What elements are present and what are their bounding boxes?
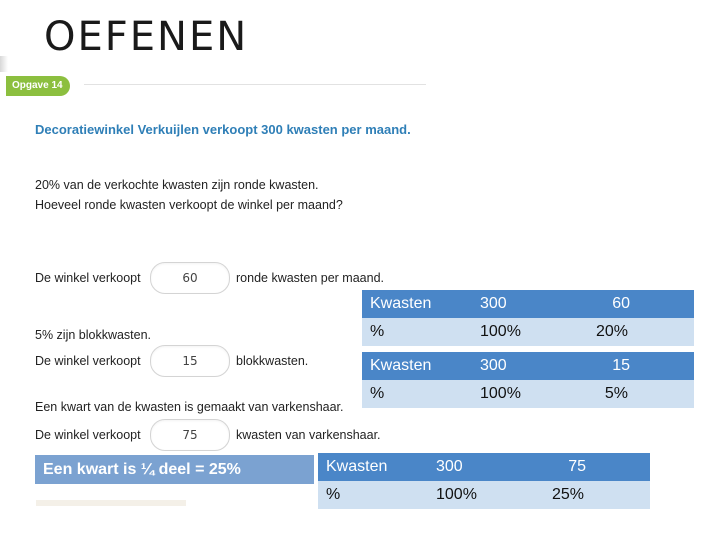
- table-cell: Kwasten: [362, 352, 472, 380]
- answer-row-3-suffix: kwasten van varkenshaar.: [236, 428, 381, 442]
- hint-box: Een kwart is ¼ deel = 25%: [35, 455, 314, 484]
- ratio-table-1: Kwasten 300 60 % 100% 20%: [362, 290, 694, 346]
- table-cell: 100%: [472, 318, 584, 346]
- answer-input-round-brushes[interactable]: 60: [150, 262, 230, 294]
- exercise-line-2: Hoeveel ronde kwasten verkoopt de winkel…: [35, 198, 343, 212]
- table-cell: 25%: [540, 481, 650, 509]
- table-cell: 100%: [472, 380, 584, 408]
- exercise-heading: Decoratiewinkel Verkuijlen verkoopt 300 …: [35, 122, 411, 137]
- table-cell: 20%: [584, 318, 694, 346]
- exercise-badge: Opgave 14: [6, 76, 70, 96]
- answer-input-hair-brushes[interactable]: 75: [150, 419, 230, 451]
- table-cell: 300: [472, 352, 584, 380]
- answer-input-block-brushes[interactable]: 15: [150, 345, 230, 377]
- ratio-table-3: Kwasten 300 75 % 100% 25%: [318, 453, 650, 509]
- table-cell: %: [362, 380, 472, 408]
- table-cell: 75: [540, 453, 650, 481]
- table-cell: 5%: [584, 380, 694, 408]
- exercise-line-3: 5% zijn blokkwasten.: [35, 328, 152, 342]
- answer-row-2-prefix: De winkel verkoopt: [35, 354, 141, 368]
- table-cell: %: [362, 318, 472, 346]
- table-cell: %: [318, 481, 428, 509]
- divider: [84, 84, 426, 85]
- exercise-line-1: 20% van de verkochte kwasten zijn ronde …: [35, 178, 319, 192]
- answer-row-3-prefix: De winkel verkoopt: [35, 428, 141, 442]
- answer-row-1-prefix: De winkel verkoopt: [35, 271, 141, 285]
- ratio-table-2: Kwasten 300 15 % 100% 5%: [362, 352, 694, 408]
- image-fragment: [36, 500, 186, 506]
- table-cell: Kwasten: [362, 290, 472, 318]
- worksheet-panel: Opgave 14 Decoratiewinkel Verkuijlen ver…: [0, 72, 428, 506]
- exercise-line-4: Een kwart van de kwasten is gemaakt van …: [35, 400, 344, 414]
- table-cell: 60: [584, 290, 694, 318]
- table-cell: 300: [428, 453, 540, 481]
- answer-row-1-suffix: ronde kwasten per maand.: [236, 271, 385, 285]
- table-cell: 15: [584, 352, 694, 380]
- answer-row-2-suffix: blokkwasten.: [236, 354, 309, 368]
- table-cell: 100%: [428, 481, 540, 509]
- table-cell: 300: [472, 290, 584, 318]
- slide-title: OEFENEN: [44, 14, 249, 60]
- table-cell: Kwasten: [318, 453, 428, 481]
